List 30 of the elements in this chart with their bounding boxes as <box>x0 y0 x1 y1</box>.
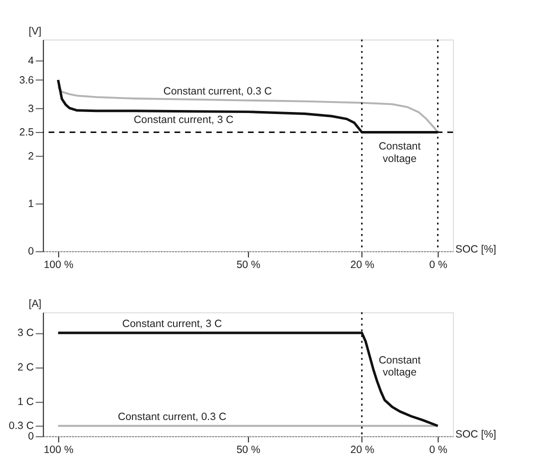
annotation: Constant current, 3 C <box>134 115 234 126</box>
y-axis-title: [V] <box>28 26 42 38</box>
x-tick-label: 100 % <box>44 444 74 456</box>
y-tick-label: 3 <box>28 104 34 115</box>
y-tick-label: 2 C <box>18 362 34 374</box>
annotation: Constant current, 0.3 C <box>163 86 272 98</box>
x-tick-label: 20 % <box>350 260 374 271</box>
y-tick-label: 0 <box>28 246 34 258</box>
x-axis-title: SOC [%] <box>455 430 496 441</box>
x-tick-label: 50 % <box>236 444 260 456</box>
y-tick-label: 4 <box>28 56 34 68</box>
annotation: Constant current, 0.3 C <box>118 412 227 424</box>
y-tick-label: 2 <box>28 151 34 162</box>
annotation: Constant voltage <box>378 355 421 379</box>
x-tick-label: 0 % <box>429 444 448 456</box>
y-tick-label: 3.6 <box>19 75 34 86</box>
x-tick-label: 100 % <box>44 260 74 271</box>
x-axis-title: SOC [%] <box>455 244 496 256</box>
y-axis-title: [A] <box>28 299 42 310</box>
y-tick-label: 1 C <box>18 397 34 408</box>
x-tick-label: 0 % <box>429 260 448 271</box>
annotation: Constant voltage <box>378 141 421 165</box>
y-tick-label: 1 <box>28 198 34 210</box>
x-tick-label: 20 % <box>350 444 374 456</box>
annotation: Constant current, 3 C <box>122 319 222 330</box>
y-tick-label: 0 <box>28 432 34 443</box>
y-tick-label: 3 C <box>18 328 34 340</box>
y-tick-label: 0.3 C <box>8 421 34 432</box>
y-tick-label: 2.5 <box>19 128 34 139</box>
x-tick-label: 50 % <box>236 260 260 271</box>
